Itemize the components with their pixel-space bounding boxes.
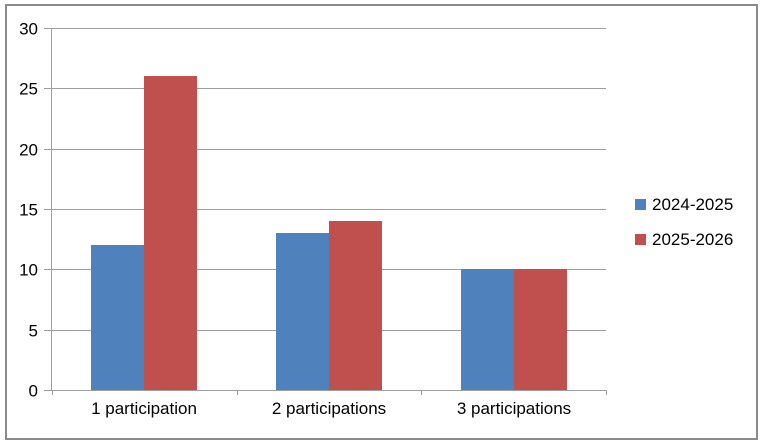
y-tick-label: 15 xyxy=(19,200,38,219)
x-axis-tick xyxy=(52,390,53,395)
y-axis-line xyxy=(51,28,52,391)
y-tick-label: 5 xyxy=(28,321,38,340)
bar-2024-2025 xyxy=(276,233,329,390)
legend-item-2025-2026: 2025-2026 xyxy=(635,231,733,248)
legend-swatch-icon xyxy=(635,234,646,245)
legend-swatch-icon xyxy=(635,199,646,210)
y-axis-tick xyxy=(44,149,51,150)
bar-2025-2026 xyxy=(329,221,382,390)
bar-2025-2026 xyxy=(144,76,197,390)
y-axis-tick xyxy=(44,88,51,89)
legend-label: 2025-2026 xyxy=(652,230,734,249)
gridline xyxy=(52,149,606,150)
chart-frame: 0 5 10 15 20 25 30 1 participation 2 participati… xyxy=(5,4,758,440)
legend: 2024-2025 2025-2026 xyxy=(635,196,733,266)
y-axis-tick xyxy=(44,28,51,29)
x-axis-tick xyxy=(237,390,238,395)
legend-item-2024-2025: 2024-2025 xyxy=(635,196,733,213)
x-axis-tick xyxy=(606,390,607,395)
y-tick-label: 25 xyxy=(19,79,38,98)
bar-2025-2026 xyxy=(514,269,567,390)
bar-2024-2025 xyxy=(91,245,144,390)
y-axis-tick xyxy=(44,269,51,270)
y-tick-label: 0 xyxy=(28,381,38,400)
y-axis-tick xyxy=(44,209,51,210)
y-axis-tick xyxy=(44,330,51,331)
legend-label: 2024-2025 xyxy=(652,195,734,214)
gridline xyxy=(52,28,606,29)
y-tick-label: 10 xyxy=(19,260,38,279)
y-tick-label: 20 xyxy=(19,140,38,159)
category-label: 1 participation xyxy=(91,399,197,418)
gridline xyxy=(52,88,606,89)
gridline xyxy=(52,390,606,391)
x-axis-tick xyxy=(421,390,422,395)
plot-area: 0 5 10 15 20 25 30 1 participation 2 participati… xyxy=(19,20,607,418)
bar-2024-2025 xyxy=(461,269,514,390)
category-label: 3 participations xyxy=(456,399,572,418)
y-axis-tick xyxy=(44,390,51,391)
category-label: 2 participations xyxy=(271,399,387,418)
y-tick-label: 30 xyxy=(19,19,38,38)
gridline xyxy=(52,209,606,210)
